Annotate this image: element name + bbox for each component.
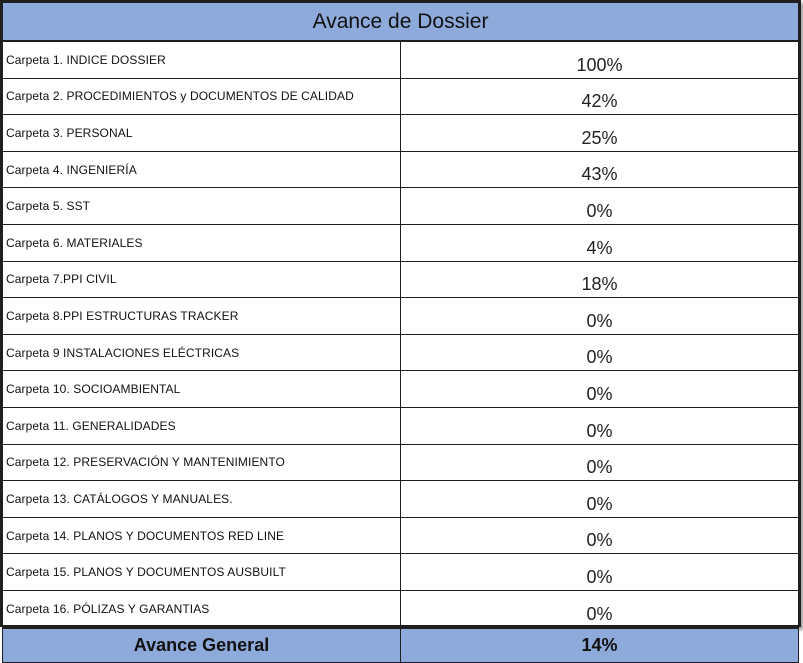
folder-progress: 0% [400, 297, 799, 335]
folder-label: Carpeta 11. GENERALIDADES [2, 406, 401, 445]
folder-progress: 43% [400, 150, 799, 189]
table-row: Carpeta 12. PRESERVACIÓN Y MANTENIMIENTO… [2, 443, 799, 482]
title-row: Avance de Dossier [2, 2, 799, 42]
folder-label: Carpeta 6. MATERIALES [2, 223, 401, 262]
folder-label: Carpeta 8.PPI ESTRUCTURAS TRACKER [2, 297, 401, 335]
table-row: Carpeta 8.PPI ESTRUCTURAS TRACKER 0% [2, 297, 799, 335]
folder-progress: 4% [400, 223, 799, 262]
folder-label: Carpeta 16. PÓLIZAS Y GARANTIAS [2, 589, 401, 629]
folder-label: Carpeta 7.PPI CIVIL [2, 260, 401, 299]
folder-label: Carpeta 2. PROCEDIMIENTOS y DOCUMENTOS D… [2, 77, 401, 116]
table-row: Carpeta 5. SST 0% [2, 187, 799, 225]
table-row: Carpeta 3. PERSONAL 25% [2, 114, 799, 152]
folder-progress: 25% [400, 114, 799, 152]
folder-progress: 0% [400, 406, 799, 445]
folder-progress: 0% [400, 553, 799, 591]
folder-progress: 18% [400, 260, 799, 299]
table-row: Carpeta 15. PLANOS Y DOCUMENTOS AUSBUILT… [2, 553, 799, 591]
summary-row: Avance General 14% [2, 626, 799, 663]
overall-progress-label: Avance General [2, 626, 401, 663]
folder-label: Carpeta 10. SOCIOAMBIENTAL [2, 370, 401, 408]
folder-progress: 0% [400, 443, 799, 482]
folder-progress: 0% [400, 333, 799, 372]
table-row: Carpeta 13. CATÁLOGOS Y MANUALES. 0% [2, 480, 799, 518]
overall-progress-value: 14% [400, 626, 799, 663]
folder-label: Carpeta 1. INDICE DOSSIER [2, 40, 401, 79]
table-row: Carpeta 14. PLANOS Y DOCUMENTOS RED LINE… [2, 516, 799, 555]
folder-label: Carpeta 15. PLANOS Y DOCUMENTOS AUSBUILT [2, 553, 401, 591]
folder-label: Carpeta 12. PRESERVACIÓN Y MANTENIMIENTO [2, 443, 401, 482]
folder-progress: 42% [400, 77, 799, 116]
folder-progress: 0% [400, 187, 799, 225]
folder-label: Carpeta 13. CATÁLOGOS Y MANUALES. [2, 480, 401, 518]
folder-progress: 0% [400, 370, 799, 408]
table-row: Carpeta 6. MATERIALES 4% [2, 223, 799, 262]
folder-label: Carpeta 9 INSTALACIONES ELÉCTRICAS [2, 333, 401, 372]
folder-progress: 0% [400, 516, 799, 555]
table-row: Carpeta 16. PÓLIZAS Y GARANTIAS 0% [2, 589, 799, 629]
table-row: Carpeta 9 INSTALACIONES ELÉCTRICAS 0% [2, 333, 799, 372]
folder-progress: 0% [400, 480, 799, 518]
folder-progress: 100% [400, 40, 799, 79]
folder-label: Carpeta 3. PERSONAL [2, 114, 401, 152]
folder-label: Carpeta 5. SST [2, 187, 401, 225]
table-row: Carpeta 10. SOCIOAMBIENTAL 0% [2, 370, 799, 408]
table-row: Carpeta 2. PROCEDIMIENTOS y DOCUMENTOS D… [2, 77, 799, 116]
folder-label: Carpeta 14. PLANOS Y DOCUMENTOS RED LINE [2, 516, 401, 555]
table-row: Carpeta 4. INGENIERÍA 43% [2, 150, 799, 189]
table-row: Carpeta 1. INDICE DOSSIER 100% [2, 40, 799, 79]
table-row: Carpeta 11. GENERALIDADES 0% [2, 406, 799, 445]
folder-label: Carpeta 4. INGENIERÍA [2, 150, 401, 189]
folder-progress: 0% [400, 589, 799, 629]
table-row: Carpeta 7.PPI CIVIL 18% [2, 260, 799, 299]
table-title: Avance de Dossier [2, 2, 799, 42]
